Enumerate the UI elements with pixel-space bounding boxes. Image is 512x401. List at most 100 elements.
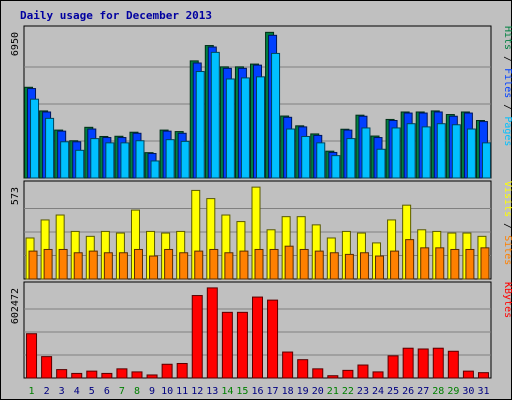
bar-pages-day-23 [361,127,371,179]
bar-sites-day-12 [194,250,204,280]
bar-pages-day-24 [376,148,386,179]
bar-pages-day-16 [256,76,265,179]
bar-sites-day-22 [344,253,354,280]
bar-kbytes-day-26 [402,347,414,379]
bar-sites-day-2 [43,248,53,280]
bar-pages-day-18 [286,128,296,179]
bar-sites-day-25 [390,250,400,280]
bar-sites-day-29 [450,248,460,280]
legend-entry-sites: Sites [502,235,512,265]
bar-pages-day-21 [331,155,341,179]
panel-top-max-label: 6950 [10,32,21,56]
x-tick-label-day-4: 4 [74,386,80,397]
bar-pages-day-7 [120,142,130,179]
bar-pages-day-20 [316,142,326,179]
bar-kbytes-day-30 [462,370,474,379]
bar-kbytes-day-3 [56,369,68,379]
x-tick-label-day-20: 20 [312,386,324,397]
x-tick-label-day-25: 25 [387,386,399,397]
bar-pages-day-25 [391,127,401,179]
x-tick-label-day-13: 13 [206,386,218,397]
bar-kbytes-day-16 [252,296,263,379]
bar-kbytes-day-29 [447,350,459,379]
x-tick-label-day-28: 28 [432,386,444,397]
bar-sites-day-30 [465,248,475,280]
bar-sites-day-19 [299,248,309,280]
bar-sites-day-9 [149,255,159,280]
bar-pages-day-27 [421,126,431,179]
bar-kbytes-day-2 [41,356,53,379]
x-tick-label-day-21: 21 [327,386,339,397]
x-tick-label-day-30: 30 [462,386,474,397]
bar-pages-day-2 [45,117,55,179]
bar-sites-day-28 [435,247,445,280]
bar-sites-day-10 [164,248,174,280]
bar-sites-day-11 [179,252,189,280]
x-tick-label-day-19: 19 [297,386,309,397]
x-tick-label-day-18: 18 [282,386,294,397]
bar-pages-day-5 [90,138,100,179]
panel-bottom-max-label: 602472 [10,288,21,324]
bar-sites-day-31 [480,247,490,280]
bar-kbytes-day-9 [146,374,158,379]
bar-sites-day-24 [375,255,385,280]
x-tick-label-day-27: 27 [417,386,429,397]
x-tick-label-day-31: 31 [477,386,489,397]
bar-kbytes-day-6 [101,372,113,379]
bar-pages-day-4 [75,149,85,179]
x-tick-label-day-26: 26 [402,386,414,397]
x-tick-label-day-11: 11 [176,386,188,397]
bar-pages-day-30 [466,128,476,179]
x-tick-label-day-22: 22 [342,386,354,397]
bar-pages-day-6 [105,142,115,179]
bar-kbytes-day-18 [282,351,294,379]
bar-pages-day-3 [60,141,70,179]
bar-pages-day-22 [346,138,356,179]
bar-pages-day-19 [301,135,311,179]
bar-kbytes-day-11 [176,362,188,379]
bar-sites-day-8 [133,248,143,280]
bar-kbytes-day-1 [26,333,38,379]
x-tick-label-day-6: 6 [104,386,110,397]
bar-sites-day-20 [314,250,324,280]
bar-kbytes-day-15 [236,311,248,379]
x-tick-label-day-23: 23 [357,386,369,397]
panel-middle-max-label: 573 [10,187,21,205]
legend-entry-pages: Pages [502,116,512,146]
bar-kbytes-day-10 [161,363,173,379]
bar-kbytes-day-21 [327,375,339,379]
bar-pages-day-1 [30,98,40,179]
x-tick-label-day-10: 10 [161,386,173,397]
bar-kbytes-day-14 [221,311,233,379]
bar-pages-day-10 [165,139,175,179]
panel-middle-legend: Visits / Sites [502,181,512,265]
bar-sites-day-27 [420,247,430,280]
legend-entry-visits: Visits [502,181,512,217]
bar-pages-day-15 [240,77,250,179]
bar-sites-day-6 [103,252,113,280]
bar-pages-day-17 [271,52,281,179]
bar-kbytes-day-24 [372,371,384,379]
x-tick-label-day-8: 8 [134,386,140,397]
bar-pages-day-31 [481,142,491,179]
x-tick-label-day-24: 24 [372,386,384,397]
bar-sites-day-16 [254,248,264,280]
bar-kbytes-day-31 [477,372,489,379]
bar-pages-day-13 [210,51,220,179]
panel-bottom-legend: KBytes [502,282,512,318]
x-tick-label-day-17: 17 [267,386,279,397]
x-tick-label-day-3: 3 [59,386,65,397]
x-tick-label-day-14: 14 [221,386,233,397]
legend-separator: / [502,217,512,235]
bar-kbytes-day-13 [206,287,218,379]
bar-sites-day-7 [118,252,128,280]
bar-kbytes-day-5 [86,370,98,379]
bar-pages-day-29 [451,124,461,179]
bar-sites-day-13 [209,248,219,280]
x-tick-label-day-16: 16 [251,386,263,397]
bar-sites-day-1 [28,250,38,280]
bar-kbytes-day-12 [191,295,203,379]
x-tick-label-day-29: 29 [447,386,459,397]
x-tick-label-day-15: 15 [236,386,248,397]
bar-sites-day-18 [284,245,294,280]
